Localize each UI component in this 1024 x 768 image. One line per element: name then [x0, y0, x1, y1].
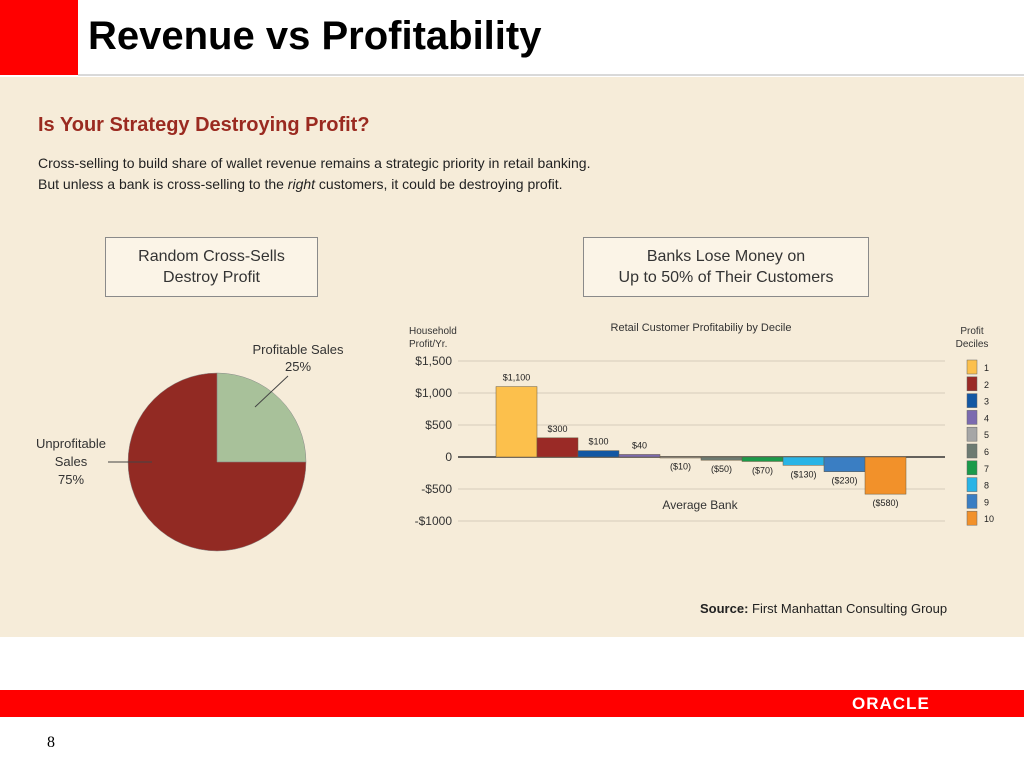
pie-chart: Profitable Sales 25% Unprofitable Sales …	[36, 342, 344, 552]
bar-decile-8	[782, 456, 825, 466]
source-credit: Source: First Manhattan Consulting Group	[700, 601, 947, 616]
page-number: 8	[47, 734, 55, 751]
pie-leader-profitable	[254, 375, 289, 408]
bar-decile-3	[577, 450, 620, 458]
legend-label: 4	[984, 413, 989, 423]
legend-label: 3	[984, 397, 989, 407]
bar-data-label: ($10)	[670, 462, 691, 472]
bar-decile-6	[700, 456, 743, 461]
legend-swatch-10	[966, 510, 978, 526]
legend-swatch-6	[966, 443, 978, 459]
bar-data-label: ($130)	[790, 469, 816, 479]
bar-data-label: $300	[547, 424, 567, 434]
y-axis-label-2: Profit/Yr.	[409, 339, 447, 350]
description-line-1: Cross-selling to build share of wallet r…	[38, 155, 591, 171]
bar-chart-y-ticks: $1,500 $1,000 $500 0 -$500 -$1000	[415, 354, 453, 528]
y-tick-label: -$1000	[415, 514, 453, 528]
y-tick-label: $500	[425, 418, 452, 432]
description-line-2-end: customers, it could be destroying profit…	[315, 176, 563, 192]
infographic-panel: Is Your Strategy Destroying Profit? Cros…	[0, 77, 1024, 637]
title-divider	[78, 74, 1024, 76]
source-label: Source:	[700, 601, 749, 616]
bar-decile-1	[495, 386, 538, 458]
bar-data-label: ($70)	[752, 465, 773, 475]
panel-heading: Is Your Strategy Destroying Profit?	[38, 114, 370, 136]
bar-decile-10	[864, 456, 907, 495]
oracle-logo: ORACLE	[852, 694, 930, 713]
source-text: First Manhattan Consulting Group	[748, 601, 948, 616]
bar-decile-2	[536, 437, 579, 458]
legend-swatch-4	[966, 410, 978, 425]
slide-title: Revenue vs Profitability	[88, 14, 542, 58]
decile-legend: 1 2 3 4 5 6 7 8 9 10	[966, 359, 994, 526]
bar-data-label: $1,100	[503, 373, 531, 383]
footer-bar	[0, 690, 1024, 717]
legend-swatch-1	[966, 359, 978, 375]
callout-banks-lose-money: Banks Lose Money on Up to 50% of Their C…	[583, 237, 869, 297]
bar-data-label: ($50)	[711, 464, 732, 474]
legend-title-2: Deciles	[956, 339, 989, 350]
legend-swatch-9	[966, 494, 978, 509]
pie-label-profitable-1: Profitable Sales	[252, 342, 344, 357]
bar-decile-5	[659, 456, 702, 459]
bar-data-label: $100	[588, 437, 608, 447]
bar-decile-7	[741, 456, 784, 462]
legend-label: 7	[984, 464, 989, 474]
legend-swatch-8	[966, 477, 978, 492]
y-tick-label: 0	[445, 450, 452, 464]
legend-label: 6	[984, 447, 989, 457]
bar-decile-9	[823, 456, 866, 472]
pie-label-unprofitable-3: 75%	[58, 472, 84, 487]
description-line-2-start: But unless a bank is cross-selling to th…	[38, 176, 288, 192]
pie-label-unprofitable-1: Unprofitable	[36, 436, 106, 451]
legend-swatch-2	[966, 376, 978, 392]
legend-label: 9	[984, 497, 989, 507]
callout-random-cross-sells: Random Cross-Sells Destroy Profit	[105, 237, 318, 297]
callout-right-line-2: Up to 50% of Their Customers	[618, 269, 834, 286]
x-axis-label: Average Bank	[662, 498, 738, 512]
callout-left-line-2: Destroy Profit	[163, 269, 260, 286]
legend-label: 10	[984, 514, 994, 524]
bar-data-label: ($580)	[872, 498, 898, 508]
description-line-2: But unless a bank is cross-selling to th…	[38, 174, 590, 195]
legend-label: 5	[984, 430, 989, 440]
pie-label-profitable-2: 25%	[285, 359, 311, 374]
legend-swatch-5	[966, 426, 978, 442]
bar-data-label: ($230)	[831, 476, 857, 486]
legend-label: 1	[984, 363, 989, 373]
description-emphasis: right	[287, 176, 316, 192]
panel-description: Cross-selling to build share of wallet r…	[38, 153, 590, 195]
bar-chart-bars	[495, 386, 907, 495]
bar-decile-4	[618, 454, 661, 458]
bar-chart-data-labels: $1,100 $300 $100 $40 ($10) ($50) ($70) ($130) ($…	[503, 373, 899, 509]
y-tick-label: -$500	[421, 482, 452, 496]
legend-label: 2	[984, 380, 989, 390]
y-tick-label: $1,500	[415, 354, 452, 368]
y-tick-label: $1,000	[415, 386, 452, 400]
legend-label: 8	[984, 481, 989, 491]
pie-slice-unprofitable	[127, 372, 307, 552]
pie-label-unprofitable-2: Sales	[55, 454, 88, 469]
legend-swatch-7	[966, 460, 978, 476]
y-axis-label-1: Household	[409, 326, 457, 337]
bar-data-label: $40	[632, 440, 647, 450]
callout-left-line-1: Random Cross-Sells	[138, 248, 285, 265]
callout-right-line-1: Banks Lose Money on	[646, 248, 806, 265]
pie-slice-profitable	[216, 372, 307, 463]
legend-swatch-3	[966, 393, 978, 408]
legend-title-1: Profit	[960, 326, 984, 337]
header-red-block	[0, 0, 78, 75]
bar-chart-title: Retail Customer Profitabiliy by Decile	[611, 322, 792, 334]
